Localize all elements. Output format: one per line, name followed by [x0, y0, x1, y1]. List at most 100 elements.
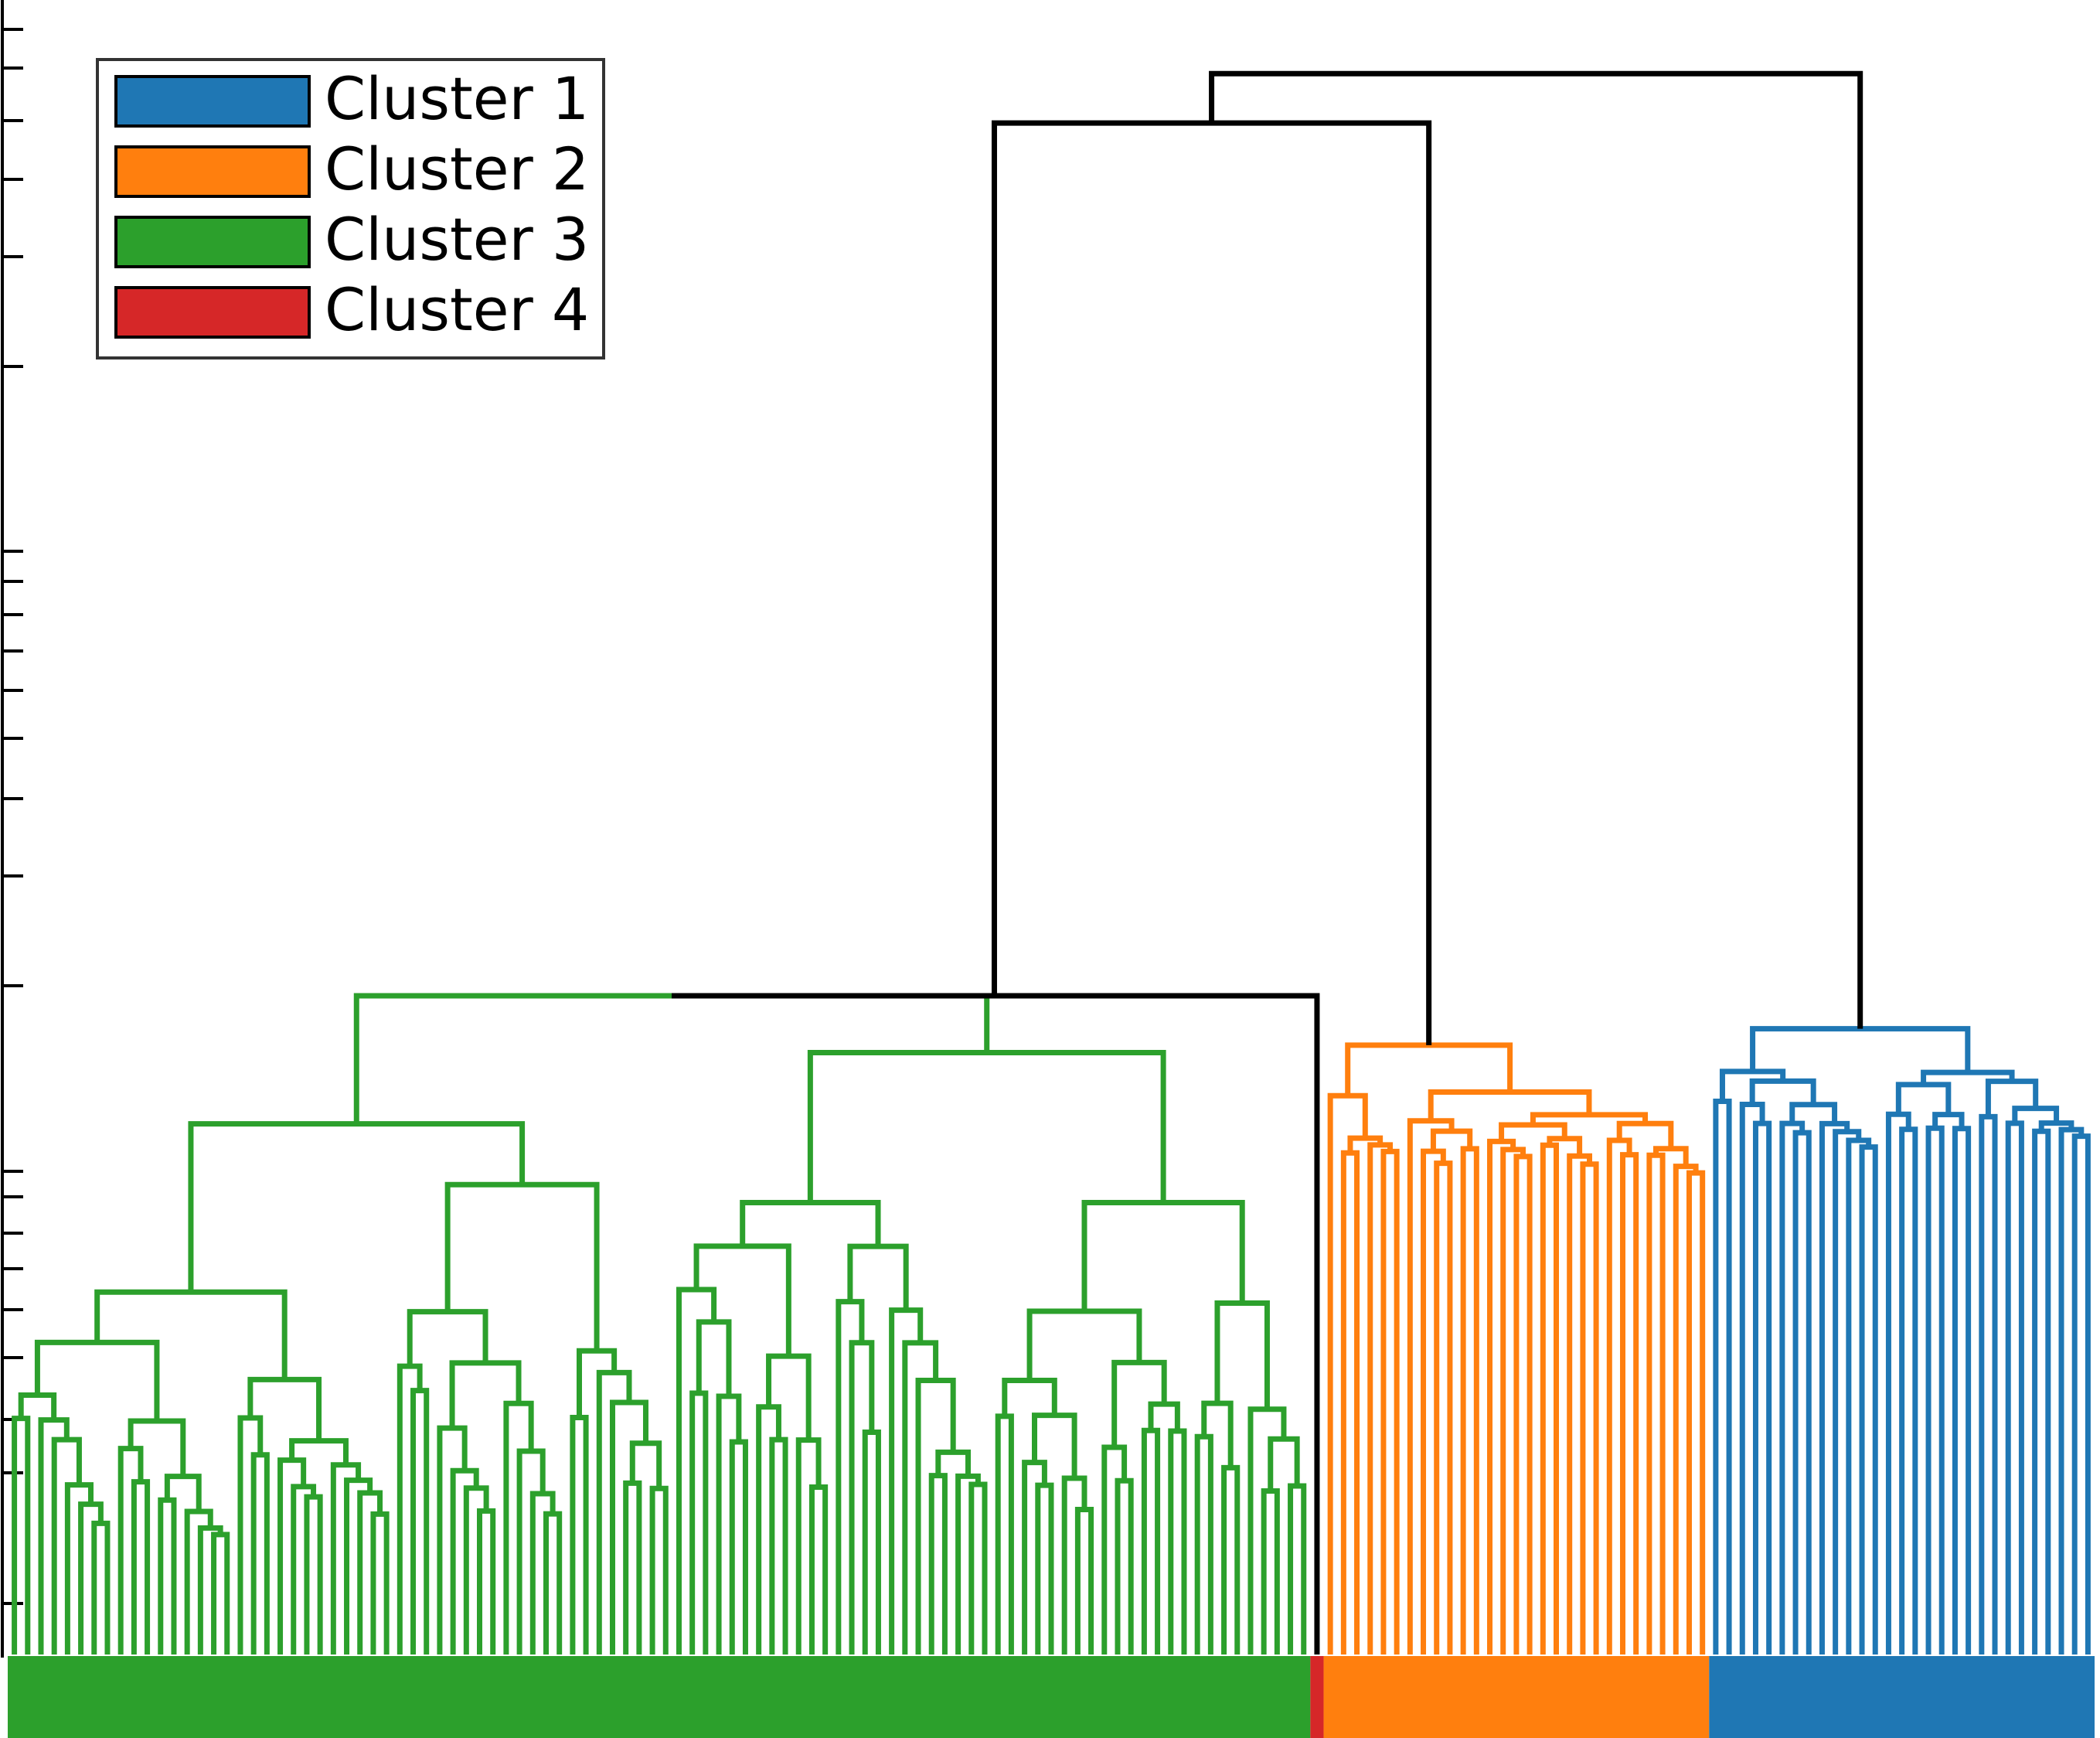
dendrogram-link — [1846, 1137, 1872, 1655]
dendrogram-link — [529, 1491, 556, 1655]
dendrogram-link — [1789, 1102, 1838, 1124]
dendrogram-link — [543, 1511, 563, 1655]
dendrogram-link — [1567, 1153, 1592, 1655]
dendrogram-link — [1739, 1101, 1765, 1655]
dendrogram-link — [2071, 1133, 2091, 1655]
dendrogram-link — [1434, 1160, 1453, 1655]
dendrogram-link — [935, 1449, 972, 1477]
dendrogram-link — [1686, 1170, 1706, 1655]
dendrogram-link — [1749, 1078, 1816, 1105]
dendrogram-link — [955, 1473, 981, 1655]
dendrogram-link — [1101, 1444, 1128, 1655]
dendrogram-link — [437, 1425, 468, 1655]
dendrogram-link — [1148, 1401, 1180, 1432]
dendrogram-link — [1925, 1125, 1945, 1655]
dendrogram-link — [756, 1404, 781, 1655]
dendrogram-link — [1345, 1042, 1513, 1096]
dendrogram-link — [649, 1485, 669, 1655]
dendrogram-link — [1646, 1152, 1666, 1655]
dendrogram-link — [289, 1438, 349, 1465]
dendrogram-link — [1779, 1120, 1806, 1655]
dendrogram-link — [1261, 1488, 1280, 1655]
dendrogram-link — [1606, 1137, 1632, 1655]
dendrogram-link — [1430, 1128, 1473, 1152]
dendrogram-link — [1214, 1300, 1270, 1409]
dendrogram-link — [1367, 1142, 1394, 1655]
dendrogram-link — [2005, 1120, 2024, 1655]
dendrogram-link — [570, 1415, 589, 1655]
dendrogram-link — [1340, 1150, 1360, 1655]
legend-label: Cluster 3 — [325, 205, 589, 274]
dendrogram-link — [344, 1477, 373, 1655]
dendrogram-link — [915, 1377, 956, 1655]
dendrogram-link — [291, 1484, 317, 1655]
dendrogram-link — [609, 1399, 648, 1655]
dendrogram-link — [188, 1121, 526, 1293]
dendrogram-link — [1194, 1433, 1213, 1655]
dendrogram-link — [1288, 1483, 1307, 1655]
dendrogram-link — [716, 1393, 742, 1655]
dendrogram-link — [696, 1319, 732, 1396]
dendrogram-link — [1081, 1200, 1245, 1312]
dendrogram-link — [477, 1508, 496, 1655]
dendrogram-link — [1713, 1099, 1732, 1655]
dendrogram-link — [197, 1525, 223, 1655]
dendrogram-link — [1580, 1161, 1599, 1655]
dendrogram-tree — [12, 70, 2091, 1655]
dendrogram-link — [1268, 1436, 1300, 1491]
dendrogram-link — [766, 1353, 812, 1440]
dendrogram-link — [277, 1457, 307, 1655]
dendrogram-link — [1859, 1144, 1878, 1655]
dendrogram-link — [18, 1392, 57, 1420]
dendrogram-link — [2012, 1106, 2060, 1123]
dendrogram-link — [689, 1390, 709, 1655]
legend-label: Cluster 1 — [325, 64, 589, 133]
dendrogram-link — [1833, 1129, 1862, 1655]
legend-label: Cluster 2 — [325, 135, 589, 203]
dendrogram-link — [1460, 1146, 1479, 1655]
dendrogram-link — [1168, 1428, 1187, 1655]
dendrogram-link — [250, 1452, 270, 1655]
dendrogram-link — [158, 1497, 177, 1655]
dendrogram-link — [1407, 1118, 1455, 1655]
dendrogram-link — [370, 1511, 390, 1655]
dendrogram-link — [808, 1484, 829, 1655]
dendrogram-link — [928, 1473, 948, 1655]
dendrogram-link — [407, 1309, 488, 1367]
dendrogram-link — [2038, 1120, 2074, 1132]
cluster-bar-segment — [1323, 1656, 1710, 1738]
dendrogram-link — [1895, 1082, 1952, 1115]
dendrogram-link — [1380, 1148, 1400, 1655]
dendrogram-link — [1061, 1475, 1087, 1655]
dendrogram-link — [623, 1480, 642, 1655]
dendrogram-link — [1885, 1111, 1911, 1655]
dendrogram-link — [629, 1440, 662, 1489]
dendrogram-link — [353, 993, 990, 1124]
dendrogram-link — [1899, 1126, 1918, 1655]
cluster-bar-segment — [8, 1656, 1311, 1738]
merge-link-34-2 — [991, 120, 1432, 1045]
dendrogram-link — [463, 1485, 489, 1655]
dendrogram-link — [740, 1199, 881, 1247]
merge-link-3-4 — [671, 993, 1320, 1655]
dendrogram-link — [1032, 1413, 1077, 1479]
dendrogram-link — [397, 1363, 423, 1655]
dendrogram-link — [1221, 1464, 1241, 1655]
dendrogram-link — [78, 1501, 104, 1655]
dendrogram-link — [1421, 1148, 1446, 1655]
dendrogram-link — [968, 1481, 988, 1655]
dendrogram-link — [1619, 1152, 1639, 1655]
dendrogram-link — [849, 1340, 875, 1655]
dendrogram-link — [410, 1388, 430, 1655]
dendrogram-link — [1035, 1482, 1054, 1655]
legend-swatch — [114, 75, 311, 128]
dendrogram-link — [1540, 1142, 1559, 1655]
cluster-bar-segment — [1709, 1656, 2095, 1738]
dendrogram-link — [1673, 1164, 1699, 1655]
dendrogram-link — [769, 1436, 788, 1655]
cluster-color-bar — [8, 1656, 2095, 1738]
dendrogram-link — [1141, 1427, 1161, 1655]
